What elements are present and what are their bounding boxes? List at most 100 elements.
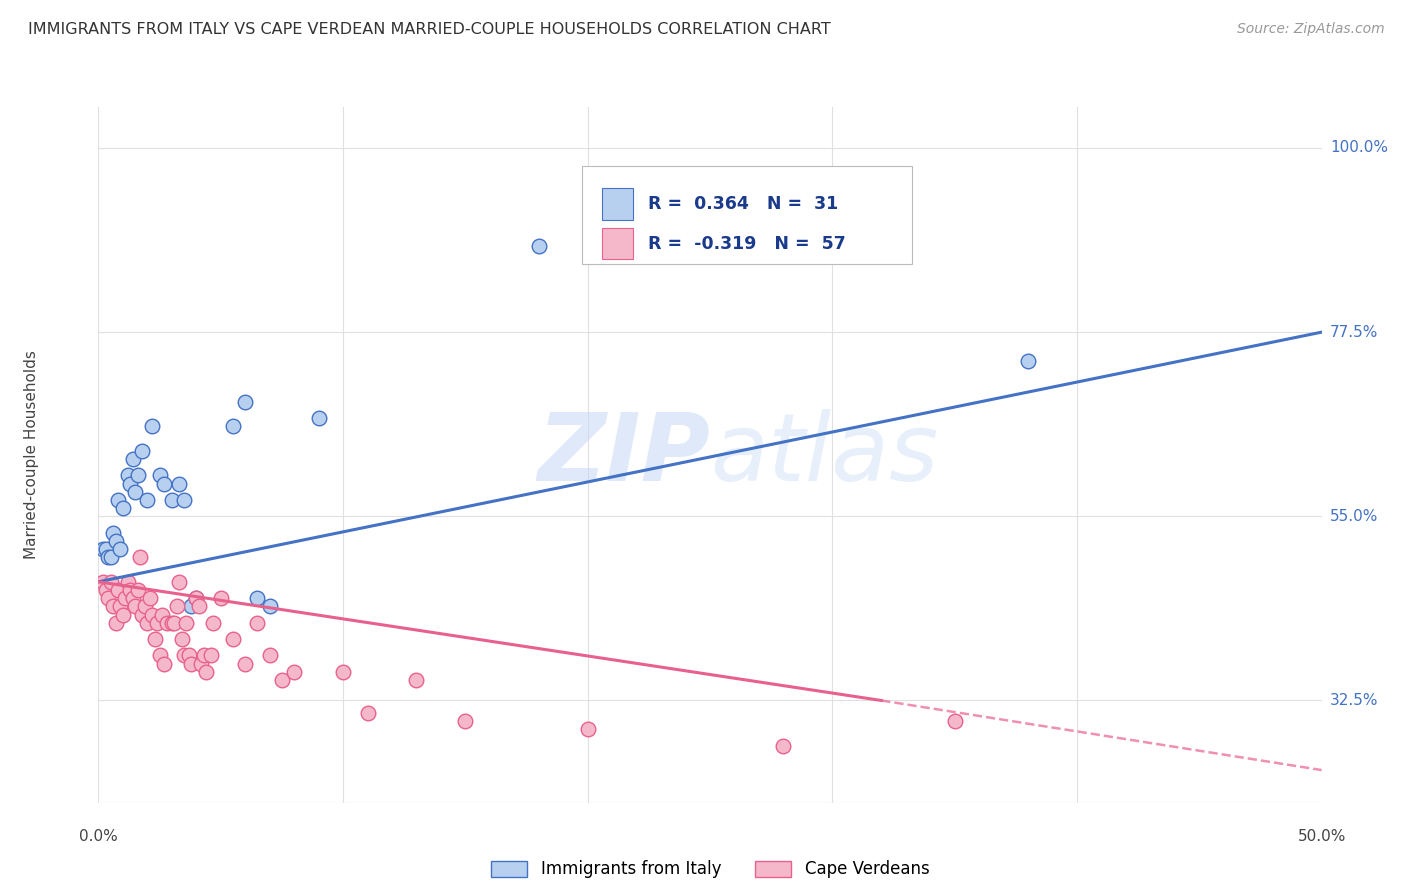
- Point: [405, 673, 427, 687]
- Point: [111, 607, 134, 622]
- Point: [146, 615, 169, 630]
- Point: [332, 665, 354, 679]
- Point: [166, 599, 188, 614]
- Point: [259, 599, 281, 614]
- Text: R =  0.364   N =  31: R = 0.364 N = 31: [648, 195, 838, 213]
- Point: [153, 476, 176, 491]
- Point: [91, 542, 114, 557]
- Point: [101, 525, 124, 540]
- Point: [943, 714, 966, 728]
- Text: R =  -0.319   N =  57: R = -0.319 N = 57: [648, 235, 845, 252]
- Point: [149, 468, 172, 483]
- Point: [1017, 353, 1039, 368]
- FancyBboxPatch shape: [582, 166, 912, 263]
- Point: [177, 648, 200, 663]
- Point: [187, 599, 209, 614]
- Point: [772, 739, 794, 753]
- Point: [143, 632, 166, 646]
- Point: [134, 599, 156, 614]
- Point: [527, 239, 550, 253]
- Point: [186, 591, 208, 606]
- Point: [141, 607, 163, 622]
- Point: [136, 492, 159, 507]
- Text: 55.0%: 55.0%: [1330, 508, 1378, 524]
- Text: 32.5%: 32.5%: [1330, 693, 1378, 708]
- Point: [139, 591, 162, 606]
- Point: [202, 615, 225, 630]
- Point: [97, 591, 120, 606]
- Point: [195, 665, 218, 679]
- Point: [120, 476, 142, 491]
- Point: [173, 648, 195, 663]
- Point: [576, 722, 599, 736]
- Point: [94, 582, 117, 597]
- FancyBboxPatch shape: [602, 188, 633, 219]
- Point: [111, 501, 134, 516]
- Point: [131, 607, 153, 622]
- Point: [100, 550, 122, 565]
- Point: [222, 632, 245, 646]
- Point: [163, 615, 186, 630]
- Point: [110, 599, 132, 614]
- Point: [121, 591, 143, 606]
- Point: [200, 648, 222, 663]
- Point: [104, 615, 127, 630]
- FancyBboxPatch shape: [602, 228, 633, 260]
- Point: [91, 574, 114, 589]
- Point: [141, 419, 163, 434]
- Text: IMMIGRANTS FROM ITALY VS CAPE VERDEAN MARRIED-COUPLE HOUSEHOLDS CORRELATION CHAR: IMMIGRANTS FROM ITALY VS CAPE VERDEAN MA…: [28, 22, 831, 37]
- Point: [104, 533, 127, 548]
- Point: [173, 492, 195, 507]
- Point: [117, 574, 139, 589]
- Point: [167, 476, 190, 491]
- Point: [101, 599, 124, 614]
- Point: [233, 657, 256, 671]
- Point: [186, 591, 208, 606]
- Point: [110, 542, 132, 557]
- Point: [193, 648, 215, 663]
- Point: [167, 574, 190, 589]
- Point: [150, 607, 173, 622]
- Point: [160, 492, 183, 507]
- Point: [149, 648, 172, 663]
- Text: Married-couple Households: Married-couple Households: [24, 351, 38, 559]
- Point: [176, 615, 198, 630]
- Point: [170, 632, 193, 646]
- Text: 100.0%: 100.0%: [1330, 140, 1388, 155]
- Point: [121, 452, 143, 467]
- Point: [209, 591, 232, 606]
- Point: [233, 394, 256, 409]
- Point: [259, 648, 281, 663]
- Point: [156, 615, 179, 630]
- Point: [124, 484, 146, 499]
- Point: [136, 615, 159, 630]
- Text: Source: ZipAtlas.com: Source: ZipAtlas.com: [1237, 22, 1385, 37]
- Text: 77.5%: 77.5%: [1330, 325, 1378, 340]
- Point: [454, 714, 477, 728]
- Point: [127, 468, 149, 483]
- Point: [180, 657, 202, 671]
- Text: 50.0%: 50.0%: [1298, 829, 1346, 844]
- Point: [160, 615, 183, 630]
- Text: atlas: atlas: [710, 409, 938, 500]
- Point: [270, 673, 294, 687]
- Point: [94, 542, 117, 557]
- Point: [97, 550, 120, 565]
- Point: [129, 550, 152, 565]
- Point: [107, 582, 129, 597]
- Point: [127, 582, 149, 597]
- Point: [308, 411, 330, 425]
- Point: [190, 657, 212, 671]
- Point: [131, 443, 153, 458]
- Point: [283, 665, 305, 679]
- Point: [100, 574, 122, 589]
- Point: [117, 468, 139, 483]
- Point: [114, 591, 136, 606]
- Text: ZIP: ZIP: [537, 409, 710, 501]
- Point: [356, 706, 378, 720]
- Point: [107, 492, 129, 507]
- Point: [180, 599, 202, 614]
- Point: [222, 419, 245, 434]
- Text: 0.0%: 0.0%: [79, 829, 118, 844]
- Point: [120, 582, 142, 597]
